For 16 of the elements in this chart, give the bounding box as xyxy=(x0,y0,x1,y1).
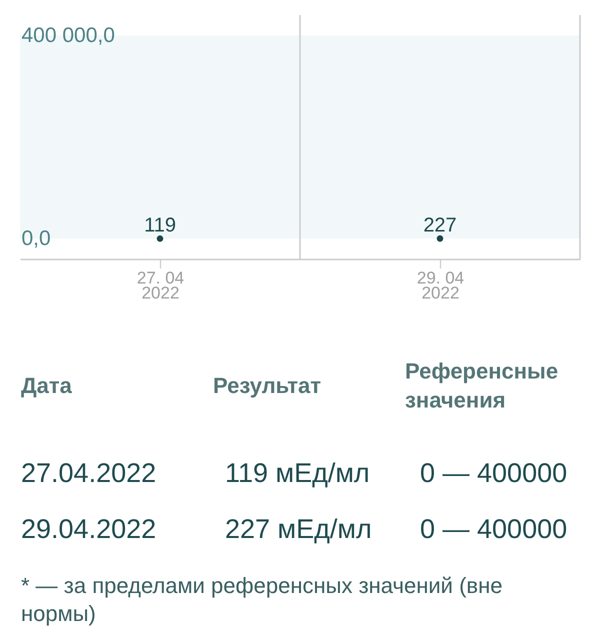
text: Референсные значения xyxy=(405,358,558,412)
data-label: 227 xyxy=(423,214,457,237)
text: Результат xyxy=(213,373,322,398)
text: 0 — 400000 xyxy=(420,458,568,488)
x-tick-label: 27. 04 2022 xyxy=(136,268,184,302)
text: 29.04.2022 xyxy=(21,514,156,544)
y-tick-label: 0,0 xyxy=(22,227,51,250)
x-tick-label: 29. 04 2022 xyxy=(416,268,464,302)
text: 227 мЕд/мл xyxy=(225,514,372,544)
text: 27.04.2022 xyxy=(21,458,156,488)
y-tick-label: 400 000,0 xyxy=(22,24,115,47)
text: * — за пределами референсных значений (вне нормы) xyxy=(21,573,502,626)
text: Дата xyxy=(21,373,73,398)
text: 119 мЕд/мл xyxy=(225,458,370,488)
text: 0 — 400000 xyxy=(420,514,568,544)
data-label: 119 xyxy=(144,214,176,237)
